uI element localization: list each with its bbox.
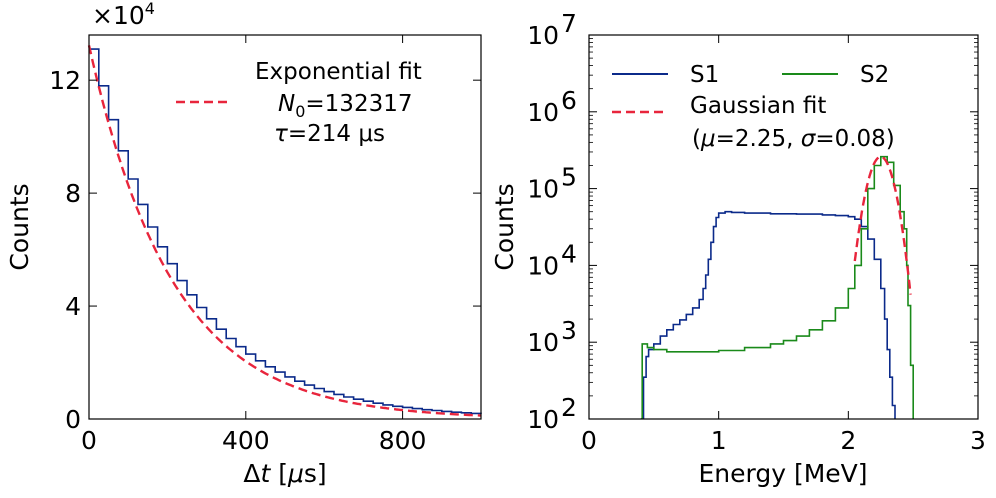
plot-area <box>87 45 482 417</box>
legend-label-s1: S1 <box>690 62 719 88</box>
y-tick-exponent: 5 <box>561 163 577 192</box>
series-s1-step <box>640 210 896 419</box>
y-tick-label: 8 <box>65 179 81 208</box>
x-tick-label: 800 <box>379 426 427 455</box>
legend: S1 S2 Gaussian fit (μ=2.25, σ=0.08) <box>612 62 895 152</box>
decay-time-histogram: 0 400 800 0 4 8 12 ×104 Δt [μs] Counts Exponen… <box>5 0 482 488</box>
plot-frame <box>88 34 482 420</box>
legend-label-tau: τ=214 μs <box>274 121 385 147</box>
x-tick-label: 1 <box>711 426 727 455</box>
legend-label-gaussian-fit: Gaussian fit <box>690 93 826 119</box>
series-data-step <box>89 48 482 415</box>
y-tick-label: 10 <box>527 175 559 204</box>
y-tick-exponent: 2 <box>561 393 577 422</box>
axis-ticks: 0 400 800 0 4 8 12 <box>49 35 481 455</box>
y-tick-exponent: 4 <box>561 239 577 268</box>
y-tick-label: 10 <box>527 21 559 50</box>
y-tick-label: 10 <box>527 98 559 127</box>
legend: Exponential fit N0=132317 τ=214 μs <box>176 59 422 147</box>
y-tick-exponent: 6 <box>561 86 577 115</box>
y-axis-label: Counts <box>490 183 519 270</box>
legend-label-n0: N0=132317 <box>278 91 412 121</box>
y-tick-label: 0 <box>65 405 81 434</box>
x-tick-label: 0 <box>581 426 597 455</box>
legend-label-gaussian-params: (μ=2.25, σ=0.08) <box>692 126 895 152</box>
plot-frame <box>588 34 979 420</box>
y-tick-label: 10 <box>527 251 559 280</box>
plot-area <box>640 155 914 419</box>
series-gaussian-fit <box>853 155 912 295</box>
x-tick-label: 0 <box>81 426 97 455</box>
series-s2-step <box>640 155 914 419</box>
x-tick-label: 400 <box>222 426 270 455</box>
legend-label-exponential-fit: Exponential fit <box>255 59 422 85</box>
y-axis-label: Counts <box>5 183 34 270</box>
y-tick-label: 4 <box>65 292 81 321</box>
y-tick-label: 12 <box>49 66 81 95</box>
x-tick-label: 3 <box>970 426 986 455</box>
y-tick-exponent: 3 <box>561 316 577 345</box>
x-tick-label: 2 <box>840 426 856 455</box>
y-axis-multiplier: ×104 <box>92 0 155 30</box>
y-tick-exponent: 7 <box>561 9 577 38</box>
y-tick-label: 10 <box>527 405 559 434</box>
series-exponential-fit <box>87 45 482 417</box>
x-axis-label: Δt [μs] <box>243 459 326 488</box>
legend-label-s2: S2 <box>860 62 889 88</box>
x-axis-label: Energy [MeV] <box>698 459 867 488</box>
y-tick-label: 10 <box>527 328 559 357</box>
